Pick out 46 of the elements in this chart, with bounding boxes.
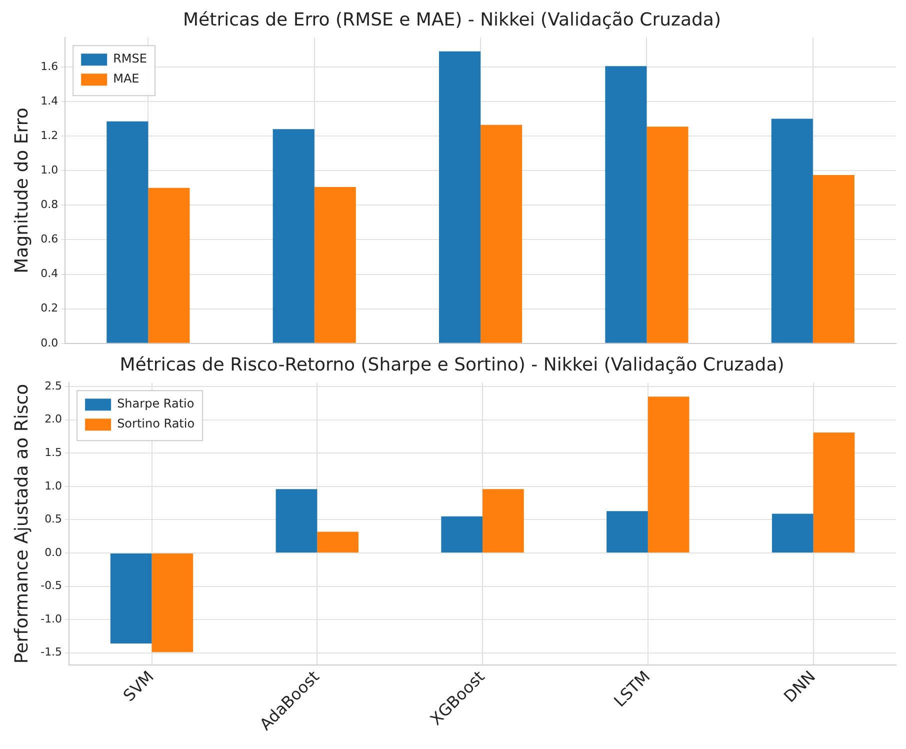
y-axis-title: Performance Ajustada ao Risco	[11, 384, 32, 664]
bar	[813, 432, 855, 553]
bar	[441, 516, 483, 553]
y-tick-label: 0.6	[40, 232, 58, 246]
chart-title: Métricas de Erro (RMSE e MAE) - Nikkei (Validação Cruzada)	[183, 9, 721, 30]
bar	[148, 188, 190, 343]
legend-label: RMSE	[113, 52, 147, 66]
y-tick-label: 0.0	[40, 336, 58, 350]
bar	[772, 514, 814, 553]
chart-title: Métricas de Risco-Retorno (Sharpe e Sortino) - Nikkei (Validação Cruzada)	[120, 354, 784, 376]
y-tick-label: 1.4	[40, 94, 58, 108]
bar	[605, 66, 647, 343]
bar	[110, 554, 152, 644]
y-tick-label: 2.5	[44, 379, 62, 392]
y-tick-label: 0.2	[40, 302, 58, 315]
bar	[480, 124, 522, 343]
y-tick-label: 1.6	[40, 60, 58, 73]
y-tick-label: -1.5	[40, 646, 62, 659]
bar	[439, 51, 481, 343]
y-tick-label: 1.2	[40, 128, 58, 142]
legend-label: Sortino Ratio	[117, 416, 195, 431]
bar	[646, 126, 688, 343]
bar	[314, 187, 356, 343]
y-tick-label: 1.5	[44, 446, 62, 460]
y-tick-label: -0.5	[40, 579, 62, 592]
y-tick-label: 1.0	[40, 163, 58, 176]
bar	[106, 121, 148, 343]
y-tick-label: 0.4	[40, 267, 58, 280]
y-tick-label: -1.0	[40, 612, 62, 626]
y-tick-label: 0.0	[44, 546, 62, 559]
legend-label: MAE	[113, 72, 140, 86]
legend-label: Sharpe Ratio	[117, 396, 194, 411]
bar	[317, 532, 358, 553]
bar	[276, 489, 318, 553]
bar	[152, 554, 194, 652]
y-tick-label: 1.0	[44, 479, 62, 492]
bar	[272, 129, 314, 343]
y-axis-title: Magnitude do Erro	[11, 108, 32, 274]
bar	[812, 174, 854, 343]
y-tick-label: 0.5	[44, 512, 62, 526]
bar	[482, 489, 524, 553]
bar	[771, 118, 813, 343]
bar	[606, 511, 648, 553]
bar	[648, 396, 690, 553]
y-tick-label: 0.8	[40, 198, 58, 212]
y-tick-label: 2.0	[44, 412, 62, 426]
